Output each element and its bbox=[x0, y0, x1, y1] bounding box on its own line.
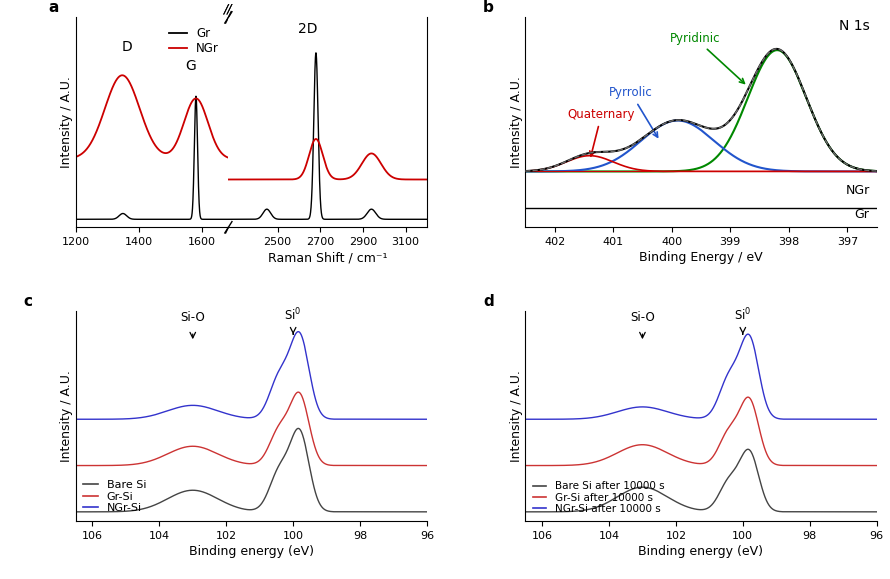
Legend: Gr, NGr: Gr, NGr bbox=[166, 23, 222, 58]
Text: Si-O: Si-O bbox=[630, 310, 655, 324]
X-axis label: Binding energy (eV): Binding energy (eV) bbox=[189, 545, 314, 558]
Text: G: G bbox=[186, 60, 197, 74]
Legend: Bare Si after 10000 s, Gr-Si after 10000 s, NGr-Si after 10000 s: Bare Si after 10000 s, Gr-Si after 10000… bbox=[530, 479, 667, 516]
Legend: Bare Si, Gr-Si, NGr-Si: Bare Si, Gr-Si, NGr-Si bbox=[81, 478, 149, 515]
Text: c: c bbox=[23, 294, 32, 309]
Text: b: b bbox=[483, 0, 494, 15]
X-axis label: Binding Energy / eV: Binding Energy / eV bbox=[639, 251, 763, 264]
Text: NGr: NGr bbox=[846, 184, 870, 197]
Text: Si$^0$: Si$^0$ bbox=[285, 307, 302, 324]
Y-axis label: Intensity / A.U.: Intensity / A.U. bbox=[60, 370, 73, 462]
Text: N 1s: N 1s bbox=[839, 20, 870, 34]
Text: //: // bbox=[224, 2, 232, 15]
Text: Pyridinic: Pyridinic bbox=[670, 32, 744, 83]
Y-axis label: Intensity / A.U.: Intensity / A.U. bbox=[510, 370, 522, 462]
Text: Gr: Gr bbox=[854, 208, 870, 221]
Text: a: a bbox=[48, 0, 59, 15]
Text: 2D: 2D bbox=[298, 21, 318, 35]
X-axis label: Binding energy (eV): Binding energy (eV) bbox=[638, 545, 764, 558]
Text: Pyrrolic: Pyrrolic bbox=[609, 86, 658, 137]
Text: Si-O: Si-O bbox=[181, 310, 205, 324]
X-axis label: Raman Shift / cm⁻¹: Raman Shift / cm⁻¹ bbox=[268, 251, 387, 264]
Text: D: D bbox=[121, 41, 133, 54]
Text: d: d bbox=[483, 294, 494, 309]
Text: //: // bbox=[224, 2, 232, 15]
Y-axis label: Intensity / A.U.: Intensity / A.U. bbox=[60, 76, 73, 168]
Text: Si$^0$: Si$^0$ bbox=[734, 307, 751, 324]
Text: Quaternary: Quaternary bbox=[568, 108, 635, 156]
Y-axis label: Intensity / A.U.: Intensity / A.U. bbox=[510, 76, 522, 168]
